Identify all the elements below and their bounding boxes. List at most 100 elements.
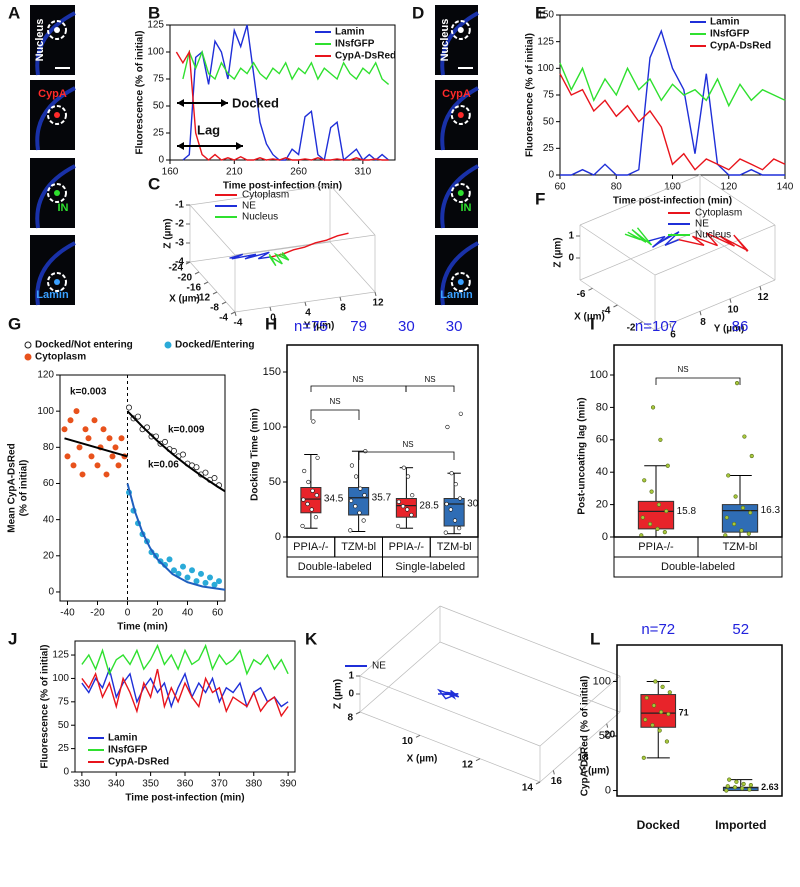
y-axis-label: Mean CypA-DsRed xyxy=(7,443,18,532)
ring xyxy=(47,105,67,125)
z-tick-label: -2 xyxy=(175,219,184,230)
data-point xyxy=(747,787,752,792)
y-tick-label: 0 xyxy=(605,784,611,796)
data-point xyxy=(126,404,133,411)
x-tick xyxy=(230,311,236,315)
data-point xyxy=(202,469,209,476)
image-label: Nucleus xyxy=(439,19,451,62)
y-tick-label: 60 xyxy=(596,434,608,446)
legend-label: Cytoplasm xyxy=(695,208,742,219)
median-label: 16.3 xyxy=(761,505,781,516)
legend-label: Cytoplasm xyxy=(242,190,289,201)
x-tick-label: 0 xyxy=(125,608,131,619)
z-tick-label: -4 xyxy=(175,257,184,268)
data-point xyxy=(650,722,655,728)
box xyxy=(443,498,465,527)
data-point xyxy=(103,471,110,478)
legend-marker xyxy=(164,341,172,349)
y-tick-label: 150 xyxy=(537,10,554,21)
x-axis-label: X (µm) xyxy=(407,754,438,765)
box-edge xyxy=(329,184,376,236)
panel-letter: D xyxy=(412,3,424,22)
y-tick-label: 10 xyxy=(727,304,739,315)
y-tick-label: 50 xyxy=(269,476,281,488)
ring xyxy=(450,105,471,125)
x-axis-label: Time (min) xyxy=(117,622,167,633)
x-tick xyxy=(588,287,593,291)
median-label: 15.8 xyxy=(677,506,697,517)
data-point xyxy=(734,779,739,784)
legend-label: NE xyxy=(372,661,386,672)
data-point xyxy=(349,498,354,503)
spot xyxy=(457,27,464,33)
data-point xyxy=(662,530,667,535)
y-tick-label: 20 xyxy=(604,729,616,740)
data-point xyxy=(170,447,177,454)
x-tick-label: 370 xyxy=(211,779,228,790)
y-tick-label: 20 xyxy=(596,499,608,511)
n-label: 79 xyxy=(350,318,367,335)
image-label: CypA xyxy=(38,88,67,100)
bracket xyxy=(310,409,360,420)
annotation: NS xyxy=(402,440,413,449)
x-tick-label: 360 xyxy=(177,779,194,790)
y-tick-label: 100 xyxy=(52,673,69,684)
data-point xyxy=(748,510,753,515)
x-tick-label: -16 xyxy=(187,283,202,294)
y-tick-label: 8 xyxy=(340,303,346,314)
group-label: Double-labeled xyxy=(298,561,372,573)
panel-letter: C xyxy=(148,174,160,193)
data-point xyxy=(61,426,68,433)
x-tick-label: 380 xyxy=(245,779,262,790)
box-edge xyxy=(189,261,236,313)
envelope xyxy=(35,241,76,306)
data-point xyxy=(170,567,177,574)
x-tick xyxy=(194,271,200,275)
data-point xyxy=(112,444,119,451)
panel-letter: E xyxy=(535,3,546,22)
panel-letter: A xyxy=(8,3,20,22)
data-point xyxy=(348,528,353,533)
x-tick-label: 350 xyxy=(142,779,159,790)
box-edge xyxy=(699,229,776,281)
data-point xyxy=(100,426,107,433)
data-point xyxy=(449,471,454,476)
y-tick-label: 20 xyxy=(43,550,55,561)
box-edge xyxy=(359,605,441,677)
x-tick-label: -4 xyxy=(219,313,228,324)
series-line xyxy=(648,231,680,248)
data-point xyxy=(193,464,200,471)
y-tick-label: 25 xyxy=(543,143,555,154)
x-tick-label: TZM-bl xyxy=(723,541,758,553)
box-edge xyxy=(654,224,776,276)
data-point xyxy=(184,574,191,581)
data-point xyxy=(734,381,740,386)
box-edge xyxy=(359,641,441,713)
data-point xyxy=(732,521,737,527)
x-tick-label: 40 xyxy=(182,608,194,619)
data-point xyxy=(648,521,653,527)
data-point xyxy=(395,523,401,529)
data-point xyxy=(64,453,71,460)
median-label: 71 xyxy=(679,707,689,717)
spot xyxy=(54,27,60,33)
x-tick-label: 210 xyxy=(226,167,243,178)
annotation: Lag xyxy=(197,122,220,137)
data-point xyxy=(109,453,116,460)
data-point xyxy=(666,712,671,717)
data-point xyxy=(353,504,358,509)
box-edge xyxy=(539,675,621,747)
z-axis-label: Z (µm) xyxy=(553,237,564,267)
x-tick-label: -24 xyxy=(169,263,184,274)
n-label: 86 xyxy=(732,318,749,335)
annotation: NS xyxy=(352,375,363,384)
data-point xyxy=(664,739,670,744)
x-tick-label: -40 xyxy=(60,608,75,619)
data-point xyxy=(660,684,665,690)
data-point xyxy=(188,567,195,574)
y-tick xyxy=(374,291,377,297)
data-point xyxy=(742,434,747,439)
x-tick xyxy=(221,301,227,305)
data-point xyxy=(94,462,101,469)
